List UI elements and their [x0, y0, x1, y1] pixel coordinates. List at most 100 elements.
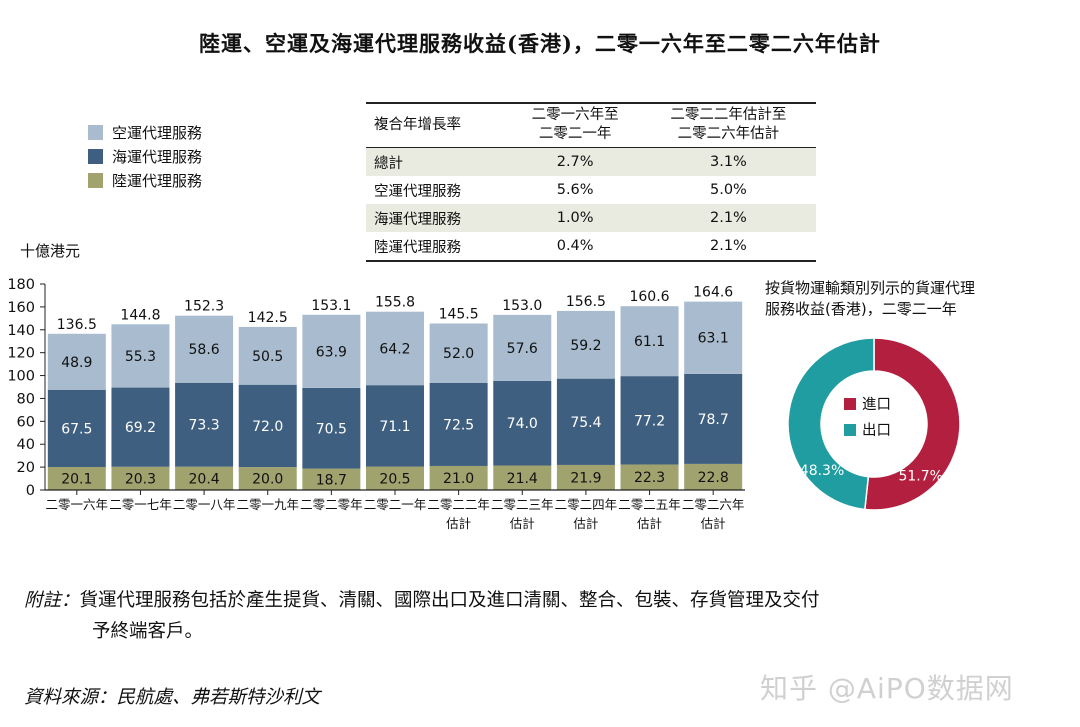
bar-segment [302, 387, 361, 469]
bar-segment [47, 466, 106, 490]
bar-segment [111, 387, 170, 467]
bar-value-label: 20.1 [61, 471, 92, 487]
donut-slice-label: 48.3% [800, 463, 844, 479]
x-tick-label: 估計 [637, 516, 662, 531]
bar-total-label: 164.6 [693, 285, 733, 301]
bar-value-label: 64.2 [379, 341, 410, 357]
bar-value-label: 69.2 [125, 420, 156, 436]
bar-value-label: 59.2 [570, 338, 601, 354]
bar-segment [556, 464, 615, 490]
donut-slice [787, 337, 875, 511]
bar-segment [493, 380, 552, 466]
cagr-header-col1: 二零一六年至 二零二一年 [509, 102, 641, 148]
bar-value-label: 21.9 [570, 470, 601, 486]
y-tick-label: 0 [26, 483, 35, 499]
y-tick-label: 120 [7, 346, 35, 362]
x-tick-label: 二零一六年 [46, 497, 109, 512]
bar-total-label: 136.5 [57, 317, 97, 333]
bar-value-label: 20.4 [189, 471, 220, 487]
footnote-text-line1: 貨運代理服務包括於產生提貨、清關、國際出口及進口清關、整合、包裝、存貨管理及交付 [79, 590, 820, 611]
bar-total-label: 153.0 [502, 298, 542, 314]
x-tick-label: 二零二二年 [427, 497, 490, 512]
donut-legend-label: 出口 [862, 422, 891, 439]
bar-value-label: 71.1 [379, 419, 410, 435]
x-tick-label: 二零二四年 [555, 497, 618, 512]
bar-segment [684, 463, 743, 490]
y-axis-unit-label: 十億港元 [20, 242, 81, 260]
x-tick-label: 估計 [510, 516, 535, 531]
donut-title-line2: 服務收益(香港)，二零二一年 [765, 300, 957, 318]
x-tick-label: 二零一七年 [109, 497, 172, 512]
donut-slice [864, 337, 961, 511]
cagr-row-value-1: 2.7% [509, 147, 641, 176]
legend-label-air: 空運代理服務 [112, 123, 203, 142]
x-tick-label: 二零二三年 [491, 497, 554, 512]
cagr-row-value-1: 0.4% [509, 232, 641, 262]
donut-legend-label: 進口 [862, 396, 891, 413]
bar-value-label: 22.8 [698, 470, 729, 486]
cagr-row-value-1: 1.0% [509, 204, 641, 232]
bar-value-label: 18.7 [316, 472, 347, 488]
bar-segment [684, 373, 743, 464]
bar-value-label: 52.0 [443, 346, 474, 362]
bar-value-label: 50.5 [252, 349, 283, 365]
y-tick-label: 20 [17, 460, 35, 476]
cagr-row-value-1: 5.6% [556, 182, 594, 198]
bar-value-label: 20.5 [379, 471, 410, 487]
donut-title: 按貨物運輸類別列示的貨運代理 服務收益(香港)，二零二一年 [765, 278, 975, 320]
legend-item-air: 空運代理服務 [88, 120, 202, 144]
bar-value-label: 72.0 [252, 419, 283, 435]
source-note: 資料來源：民航處、弗若斯特沙利文 [24, 687, 321, 708]
donut-slice-label: 51.7% [898, 468, 942, 484]
stacked-bar-chart: 0 20 40 60 80 100 120 140 160 180 20.1 67.5 48.9 136.… [7, 277, 745, 531]
bar-total-label: 144.8 [120, 307, 160, 323]
cagr-header-label: 複合年增長率 [366, 102, 510, 148]
legend-swatch-air [88, 124, 103, 140]
bar-segment [366, 385, 424, 467]
bar-segment [302, 468, 361, 490]
bar-segment [238, 384, 297, 468]
table-row: 空運代理服務 5.6% 5.0% [366, 176, 816, 204]
bar-value-label: 75.4 [570, 415, 601, 431]
legend: 空運代理服務 海運代理服務 陸運代理服務 [88, 120, 202, 192]
bar-segment [429, 323, 488, 383]
table-row: 總計 2.7% 3.1% [366, 147, 816, 176]
bar-total-label: 153.1 [311, 298, 351, 314]
cagr-row-label: 總計 [366, 147, 510, 176]
bar-value-label: 74.0 [507, 416, 538, 432]
legend-label-sea: 海運代理服務 [112, 147, 203, 166]
footnote-label: 附註： [24, 590, 80, 611]
bar-segment [366, 466, 424, 490]
cagr-header-col2-line1: 二零二二年估計至 [670, 107, 787, 123]
bar-segment [47, 389, 106, 467]
bar-segment [175, 315, 234, 383]
footnote-text-line2: 予終端客戶。 [92, 621, 204, 642]
bar-value-label: 22.3 [634, 470, 665, 486]
bar-value-label: 20.3 [125, 471, 156, 487]
cagr-row-value-2: 3.1% [640, 147, 816, 176]
cagr-row-label: 海運代理服務 [366, 204, 510, 232]
bar-segment [429, 382, 488, 466]
cagr-header-col2-line2: 二零二六年估計 [677, 126, 780, 142]
x-tick-label: 二零一九年 [236, 497, 299, 512]
bar-segment [111, 466, 170, 490]
bar-value-label: 72.5 [443, 417, 474, 433]
donut-legend-swatch [844, 398, 856, 410]
watermark: 知乎 @AiPO数据网 [760, 672, 1014, 705]
bar-segment [302, 314, 361, 388]
y-tick-label: 160 [7, 300, 35, 316]
bar-segment [366, 311, 424, 386]
bar-total-label: 142.5 [248, 310, 288, 326]
cagr-row-label: 空運代理服務 [374, 183, 461, 200]
bar-value-label: 63.9 [316, 344, 347, 360]
y-tick-label: 180 [7, 277, 35, 293]
cagr-header-col1-line1: 二零一六年至 [531, 107, 619, 123]
x-tick-label: 二零一八年 [173, 497, 236, 512]
legend-swatch-land [88, 172, 103, 188]
x-tick-label: 估計 [701, 516, 726, 531]
bar-value-label: 77.2 [634, 413, 665, 429]
cagr-table-header: 複合年增長率 二零一六年至 二零二一年 二零二二年估計至 二零二六年估計 [366, 102, 816, 148]
table-row: 陸運代理服務 0.4% 2.1% [366, 232, 816, 262]
bar-value-label: 57.6 [507, 341, 538, 357]
bar-value-label: 78.7 [698, 412, 729, 428]
